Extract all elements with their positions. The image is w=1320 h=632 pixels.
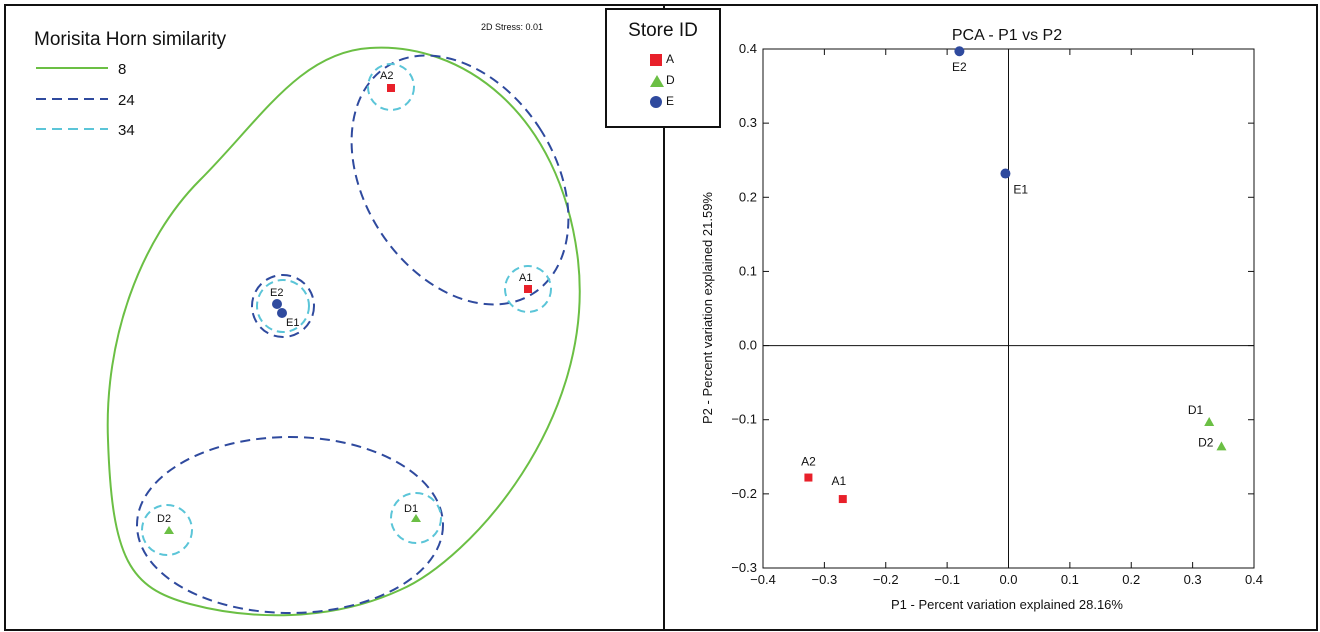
contour-34-a2 [367, 63, 415, 111]
square-marker-icon [650, 54, 662, 66]
nmds-point-e1 [277, 308, 287, 318]
contour-legend-label-8: 8 [118, 61, 126, 78]
contour-legend-label-24: 24 [118, 92, 135, 109]
stress-label: 2D Stress: 0.01 [481, 22, 543, 32]
contour-8 [106, 46, 581, 617]
nmds-label-a2: A2 [380, 70, 393, 82]
contour-34-d1 [390, 492, 442, 544]
nmds-point-d1 [411, 514, 421, 522]
contour-legend-label-34: 34 [118, 122, 135, 139]
nmds-label-e2: E2 [270, 287, 283, 299]
nmds-label-d1: D1 [404, 503, 418, 515]
nmds-point-d2 [164, 526, 174, 534]
panel-divider [663, 4, 665, 631]
contour-24-a [350, 54, 570, 306]
triangle-marker-icon [650, 75, 664, 87]
legend-label-a: A [666, 52, 675, 66]
contour-34-e [256, 279, 310, 333]
nmds-label-e1: E1 [286, 317, 299, 329]
contour-24-d [136, 436, 444, 614]
legend-label-d: D [666, 73, 675, 87]
nmds-point-e2 [272, 299, 282, 309]
store-id-legend: Store ID A D E [605, 8, 721, 128]
nmds-point-a2 [387, 84, 395, 92]
contour-34-a1 [504, 265, 552, 313]
contour-34-d2 [141, 504, 193, 556]
contour-24-e [251, 274, 315, 338]
nmds-label-d2: D2 [157, 513, 171, 525]
nmds-plot: Morisita Horn similarity 2D Stress: 0.01… [34, 22, 581, 617]
figure-frame [4, 4, 1318, 631]
nmds-point-a1 [524, 285, 532, 293]
legend-label-e: E [666, 94, 675, 108]
circle-marker-icon [650, 96, 662, 108]
nmds-label-a1: A1 [519, 272, 532, 284]
nmds-title: Morisita Horn similarity [34, 29, 227, 50]
legend-title: Store ID [628, 20, 698, 41]
